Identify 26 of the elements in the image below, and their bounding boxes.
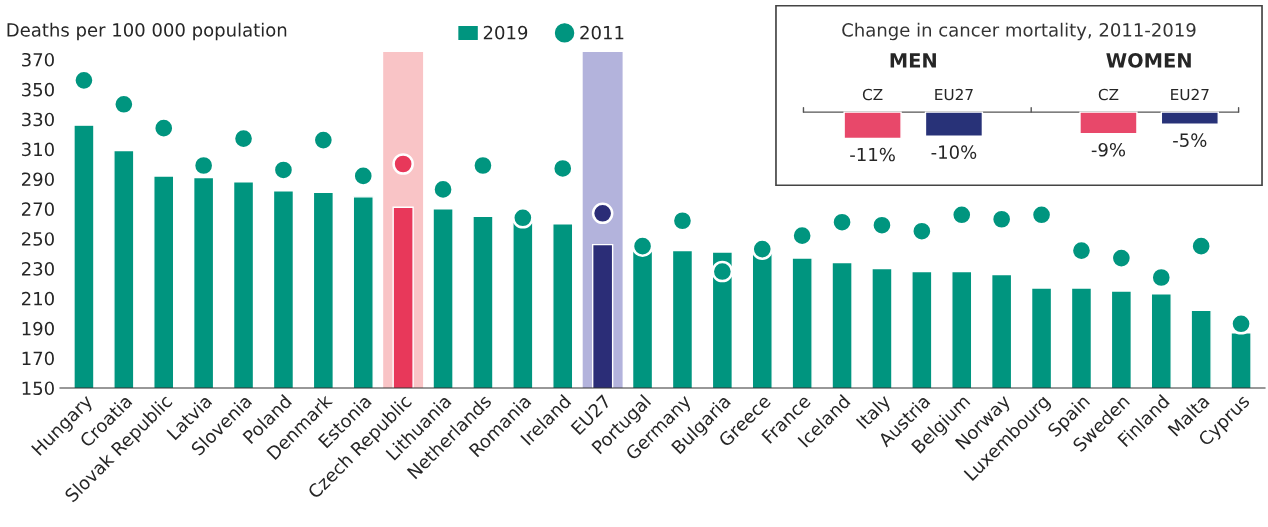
y-tick-label: 190 xyxy=(22,321,54,336)
y-tick-label: 370 xyxy=(22,52,54,67)
x-tick-label: CZ xyxy=(862,88,883,101)
y-tick-label: 210 xyxy=(22,291,54,306)
y-tick-label: 350 xyxy=(22,82,54,97)
y-tick-label: 250 xyxy=(22,232,54,246)
y-tick-label: 290 xyxy=(22,172,54,187)
data-label: -11% xyxy=(850,147,895,162)
y-tick-label: 270 xyxy=(22,202,54,216)
y-tick-label: 330 xyxy=(22,112,54,127)
y-tick-label: 150 xyxy=(22,381,54,396)
data-label: -9% xyxy=(1091,142,1126,157)
x-tick-label: CZ xyxy=(1098,88,1119,101)
legend-label: 2011 xyxy=(580,25,624,40)
y-tick-label: 170 xyxy=(22,351,54,366)
annotation: WOMEN xyxy=(1106,53,1191,68)
y-tick-label: 310 xyxy=(22,142,54,157)
data-label: -5% xyxy=(1173,133,1207,147)
data-label: -10% xyxy=(931,145,977,159)
chart-title: Change in cancer mortality, 2011-2019 xyxy=(842,22,1196,41)
y-tick-label: 230 xyxy=(22,261,54,276)
annotation: MEN xyxy=(890,53,936,68)
y-axis-title: Deaths per 100 000 population xyxy=(7,22,287,41)
legend-label: 2019 xyxy=(483,25,528,40)
x-tick-label: EU27 xyxy=(1171,88,1209,101)
x-tick-label: EU27 xyxy=(935,88,973,101)
